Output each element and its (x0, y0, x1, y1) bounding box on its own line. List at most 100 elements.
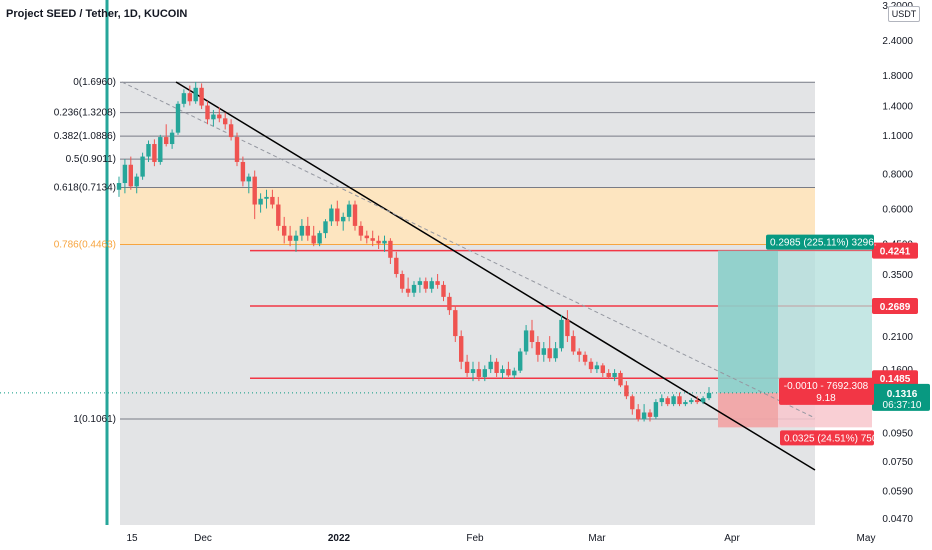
candle-body (624, 385, 629, 397)
candle-body (689, 400, 694, 403)
candle-body (677, 396, 682, 405)
price-badge-text: 0.2689 (880, 302, 911, 313)
candle-body (618, 372, 623, 386)
candle-body (146, 144, 151, 157)
candle-body (234, 137, 240, 162)
candle-body (535, 342, 541, 355)
price-axis-tick-label: 0.0590 (882, 486, 913, 497)
price-axis-tick-label: 1.4000 (882, 102, 913, 113)
candle-body (358, 225, 364, 236)
price-axis-tick-label: 0.0950 (882, 428, 913, 439)
candle-body (459, 336, 464, 362)
candle-body (169, 132, 175, 145)
candle-body (470, 369, 476, 373)
candle-body (630, 396, 635, 410)
candle-body (223, 118, 228, 125)
chart-title: Project SEED / Tether, 1D, KUCOIN (6, 8, 188, 20)
time-axis-tick-label: 15 (126, 533, 138, 544)
candle-body (346, 204, 352, 217)
candle-body (276, 204, 281, 226)
stop-label-text: 0.0325 (24.51%) 750 (784, 433, 878, 444)
target-label-box (766, 234, 874, 250)
candle-body (252, 176, 257, 205)
candle-body (282, 225, 287, 236)
price-axis-tick-label: 2.4000 (882, 36, 913, 47)
price-axis-tick-label: 1.1000 (882, 131, 913, 142)
stop-label-box (780, 430, 874, 446)
candle-body (175, 103, 181, 133)
candle-body (500, 369, 505, 373)
candle-body (270, 196, 275, 205)
candle-body (364, 235, 369, 239)
price-axis-tick-label: 0.6000 (882, 205, 913, 216)
candle-body (606, 372, 611, 377)
position-stop-filled (718, 392, 778, 428)
candle-body (388, 240, 393, 258)
candle-body (506, 369, 511, 376)
candle-body (382, 240, 387, 244)
price-badge-text: 0.4241 (880, 247, 911, 258)
candle-body (193, 87, 198, 102)
candle-body (335, 208, 340, 222)
candle-body (311, 235, 316, 244)
open-pl-text: -0.0010 - 7692.308 (784, 381, 869, 392)
price-axis-tick-label: 0.0750 (882, 457, 913, 468)
fib-level-label: 0(1.6960) (73, 77, 116, 88)
candle-body (417, 281, 423, 285)
candle-body (152, 144, 157, 162)
candle-body (559, 319, 564, 349)
candle-body (376, 240, 381, 244)
currency-unit-button[interactable]: USDT (888, 6, 920, 22)
candle-body (258, 198, 263, 205)
candle-body (447, 296, 452, 311)
candle-body (494, 361, 499, 373)
time-axis-tick-label: 2022 (328, 533, 351, 544)
fib-level-label: 1(0.1061) (73, 414, 116, 425)
candle-body (565, 319, 570, 337)
candle-body (453, 310, 458, 337)
price-axis-tick-label: 1.8000 (882, 71, 913, 82)
candle-body (370, 238, 375, 241)
price-axis-tick-label: 0.8000 (882, 170, 913, 181)
candle-body (647, 412, 653, 417)
candle-body (352, 204, 358, 226)
candle-body (323, 221, 328, 234)
candle-body (636, 409, 641, 420)
time-axis-panel (0, 525, 872, 550)
candle-body (423, 281, 428, 289)
candle-body (400, 274, 405, 289)
time-axis-tick-label: Mar (588, 533, 606, 544)
time-axis-tick-label: Feb (466, 533, 484, 544)
candle-body (122, 164, 128, 184)
candle-body (128, 164, 133, 187)
candle-body (246, 176, 251, 182)
candle-body (683, 402, 688, 405)
candle-body (411, 284, 417, 293)
candle-body (317, 233, 322, 244)
candle-body (211, 114, 216, 120)
candle-body (571, 336, 576, 352)
price-axis-panel (872, 0, 932, 550)
fib-zone-lower (120, 244, 815, 525)
candle-body (706, 392, 712, 399)
candle-body (582, 354, 588, 362)
candle-body (523, 330, 529, 352)
candle-body (217, 114, 222, 119)
candle-body (529, 330, 535, 343)
candle-body (187, 93, 192, 102)
time-axis-tick-label: Apr (724, 533, 740, 544)
candle-body (158, 137, 163, 162)
fib-level-label: 0.236(1.3208) (54, 108, 116, 119)
candle-body (181, 93, 187, 104)
open-pl-box (779, 377, 874, 405)
candle-body (512, 370, 517, 376)
price-axis-tick-label: 0.2100 (882, 332, 913, 343)
candle-body (429, 281, 434, 289)
candle-body (553, 348, 558, 359)
current-price-text: 0.1316 (887, 389, 918, 400)
candle-body (341, 216, 346, 222)
candle-body (577, 351, 582, 355)
fib-level-label: 0.786(0.4463) (54, 239, 116, 250)
candle-body (205, 105, 210, 120)
